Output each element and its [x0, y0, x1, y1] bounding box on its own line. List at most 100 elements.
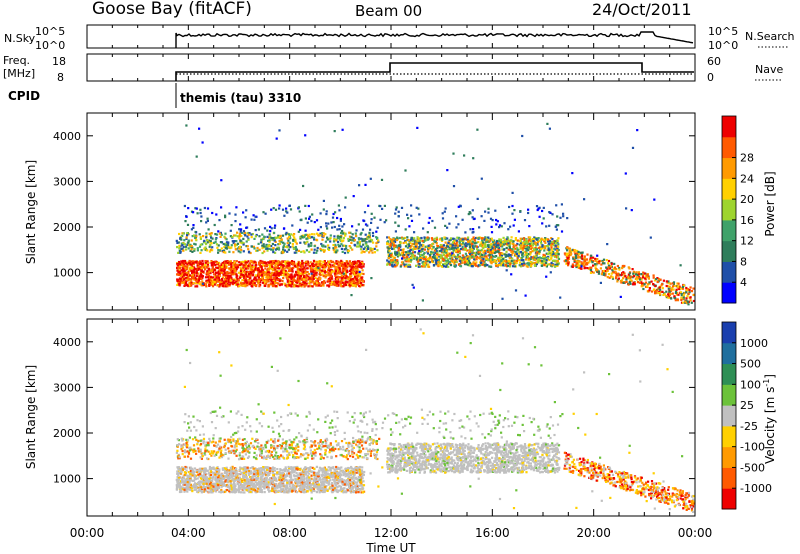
data-cell [284, 233, 287, 236]
data-cell [324, 245, 327, 248]
data-cell [288, 241, 292, 244]
data-cell [260, 265, 263, 269]
data-cell [250, 279, 253, 282]
data-cell [339, 262, 342, 265]
data-cell [430, 237, 433, 240]
data-cell [349, 246, 352, 249]
data-cell [257, 228, 260, 231]
data-cell [410, 236, 413, 240]
data-cell [407, 265, 410, 268]
data-cell [300, 266, 303, 269]
data-cell [512, 240, 515, 243]
data-cell [475, 241, 478, 244]
data-cell [510, 273, 513, 276]
data-cell [401, 254, 404, 257]
data-cell [290, 278, 293, 281]
data-cell [446, 259, 449, 262]
data-cell [277, 270, 280, 273]
data-cell [547, 242, 550, 245]
data-cell [355, 245, 359, 248]
data-cell [352, 260, 355, 264]
data-cell [414, 243, 417, 246]
data-cell [250, 273, 253, 276]
data-cell [244, 277, 247, 280]
data-cell [346, 270, 349, 274]
data-cell [362, 272, 365, 276]
data-cell [202, 235, 205, 238]
data-cell [261, 278, 265, 281]
data-cell [355, 272, 358, 275]
data-cell [436, 245, 440, 248]
data-cell [472, 228, 475, 231]
data-cell [187, 207, 190, 210]
data-cell [548, 252, 552, 255]
data-cell [665, 290, 668, 293]
data-cell [279, 234, 282, 237]
data-cell [232, 241, 235, 244]
data-cell [189, 263, 192, 266]
data-cell [226, 270, 229, 274]
data-cell [206, 263, 209, 266]
data-cell [358, 261, 362, 265]
data-cell [292, 238, 295, 241]
data-cell [503, 259, 506, 262]
data-cell [404, 241, 407, 244]
data-cell [379, 218, 382, 221]
data-cell [668, 282, 671, 285]
data-cell [489, 246, 492, 249]
data-cell [634, 277, 637, 280]
data-cell [543, 249, 546, 252]
data-cell [335, 239, 338, 242]
data-cell [176, 264, 179, 267]
data-cell [428, 257, 431, 260]
data-cell [567, 264, 570, 267]
data-cell [350, 263, 353, 267]
data-cell [443, 250, 446, 253]
data-cell [290, 233, 293, 236]
data-cell [352, 195, 355, 198]
data-cell [557, 248, 560, 252]
data-cell [219, 281, 222, 284]
data-cell [519, 237, 522, 240]
data-cell [222, 263, 225, 266]
data-cell [253, 280, 256, 283]
data-cell [451, 244, 454, 247]
data-cell [225, 238, 228, 241]
data-cell [341, 240, 344, 243]
data-cell [242, 261, 245, 264]
data-cell [430, 245, 433, 248]
data-cell [190, 281, 193, 284]
data-cell [183, 204, 186, 208]
data-cell [361, 240, 364, 243]
data-cell [296, 266, 299, 269]
data-cell [190, 239, 193, 242]
data-cell [356, 268, 359, 271]
data-cell [575, 262, 579, 265]
data-cell [319, 234, 322, 237]
data-cell [307, 273, 310, 276]
data-cell [227, 278, 230, 281]
data-cell [371, 247, 374, 251]
data-cell [272, 269, 275, 272]
data-cell [182, 274, 185, 277]
data-cell [635, 271, 638, 274]
data-cell [198, 277, 201, 281]
data-cell [239, 230, 242, 233]
data-cell [499, 243, 502, 246]
data-cell [225, 264, 228, 267]
data-cell [420, 244, 423, 247]
data-cell [274, 264, 277, 267]
data-cell [226, 282, 229, 285]
data-cell [334, 278, 337, 281]
data-cell [329, 263, 332, 266]
data-cell [332, 212, 335, 216]
data-cell [669, 292, 672, 295]
nave-label: Nave [755, 63, 783, 76]
data-cell [267, 285, 270, 288]
data-cell [319, 232, 322, 235]
data-cell [235, 266, 238, 269]
data-cell [261, 269, 265, 272]
data-cell [413, 247, 416, 250]
data-cell [364, 238, 367, 241]
data-cell [413, 251, 417, 254]
